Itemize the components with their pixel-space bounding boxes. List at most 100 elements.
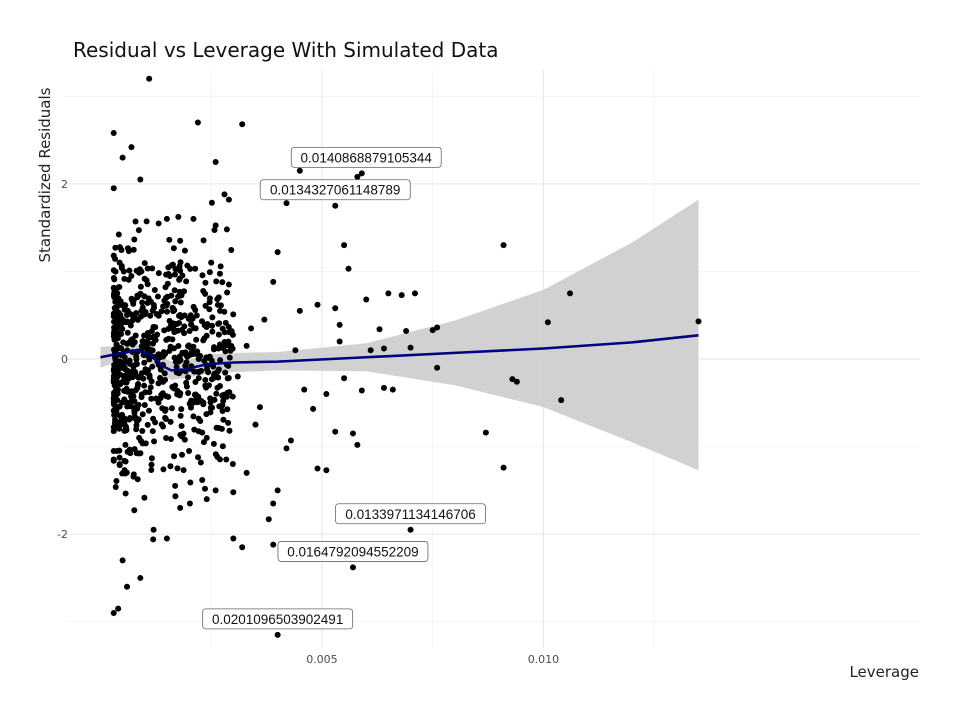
scatter-point bbox=[403, 327, 410, 334]
scatter-point bbox=[152, 337, 159, 344]
scatter-point bbox=[112, 244, 119, 251]
x-tick-label: 0.010 bbox=[528, 653, 560, 666]
scatter-point bbox=[172, 482, 179, 489]
scatter-point bbox=[125, 248, 132, 255]
scatter-point bbox=[185, 342, 192, 349]
annotations: 0.0140868879105344 0.0134327061148789 0.01… bbox=[202, 146, 486, 630]
scatter-point bbox=[219, 325, 226, 332]
scatter-point bbox=[206, 269, 213, 276]
scatter-point bbox=[116, 454, 123, 461]
scatter-point bbox=[129, 297, 136, 304]
scatter-point bbox=[179, 451, 186, 458]
scatter-point bbox=[120, 339, 127, 346]
scatter-point bbox=[500, 242, 507, 249]
scatter-point bbox=[209, 314, 216, 321]
scatter-point bbox=[119, 302, 126, 309]
scatter-point bbox=[120, 372, 127, 379]
scatter-point bbox=[210, 440, 217, 447]
scatter-point bbox=[217, 357, 224, 364]
scatter-point bbox=[143, 369, 150, 376]
scatter-point bbox=[332, 305, 339, 312]
scatter-point bbox=[141, 341, 148, 348]
scatter-point bbox=[160, 423, 167, 430]
scatter-point bbox=[228, 247, 235, 254]
scatter-point bbox=[208, 376, 215, 383]
scatter-point bbox=[204, 321, 211, 328]
scatter-point bbox=[177, 299, 184, 306]
scatter-point bbox=[192, 325, 199, 332]
scatter-point bbox=[220, 391, 227, 398]
scatter-point bbox=[141, 382, 148, 389]
scatter-point bbox=[184, 262, 191, 269]
scatter-point bbox=[186, 447, 193, 454]
scatter-point bbox=[111, 276, 118, 283]
scatter-point bbox=[171, 307, 178, 314]
scatter-point bbox=[154, 293, 161, 300]
scatter-point bbox=[215, 320, 222, 327]
scatter-point bbox=[199, 272, 206, 279]
scatter-point bbox=[175, 342, 182, 349]
scatter-point bbox=[200, 237, 207, 244]
scatter-point bbox=[169, 383, 176, 390]
scatter-point bbox=[226, 427, 233, 434]
scatter-point bbox=[133, 426, 140, 433]
scatter-point bbox=[127, 403, 134, 410]
scatter-point bbox=[171, 287, 178, 294]
scatter-point bbox=[261, 316, 268, 323]
scatter-point bbox=[155, 312, 162, 319]
scatter-point bbox=[162, 414, 169, 421]
scatter-point bbox=[188, 397, 195, 404]
scatter-point bbox=[150, 415, 157, 422]
scatter-point bbox=[203, 496, 210, 503]
scatter-point bbox=[215, 366, 222, 373]
scatter-point bbox=[126, 416, 133, 423]
y-tick-label: -2 bbox=[57, 528, 68, 541]
scatter-point bbox=[131, 398, 138, 405]
scatter-point bbox=[224, 406, 231, 413]
scatter-point bbox=[172, 266, 179, 273]
scatter-point bbox=[215, 345, 222, 352]
scatter-point bbox=[116, 259, 123, 266]
scatter-point bbox=[141, 494, 148, 501]
scatter-point bbox=[229, 331, 236, 338]
scatter-point bbox=[177, 504, 184, 511]
scatter-point bbox=[110, 428, 117, 435]
scatter-point bbox=[695, 318, 702, 325]
scatter-point bbox=[124, 583, 131, 590]
scatter-point bbox=[310, 405, 317, 412]
scatter-point bbox=[198, 397, 205, 404]
scatter-point bbox=[177, 237, 184, 244]
scatter-point bbox=[207, 409, 214, 416]
scatter-point bbox=[146, 389, 153, 396]
scatter-point bbox=[230, 489, 237, 496]
scatter-point bbox=[198, 367, 205, 374]
scatter-point bbox=[135, 380, 142, 387]
annotation-text: 0.0164792094552209 bbox=[287, 544, 418, 559]
scatter-point bbox=[139, 428, 146, 435]
scatter-point bbox=[170, 245, 177, 252]
scatter-point bbox=[223, 456, 230, 463]
scatter-point bbox=[183, 278, 190, 285]
scatter-point bbox=[190, 215, 197, 222]
scatter-point bbox=[217, 263, 224, 270]
scatter-point bbox=[134, 294, 141, 301]
scatter-point bbox=[121, 354, 128, 361]
scatter-point bbox=[193, 394, 200, 401]
scatter-point bbox=[567, 290, 574, 297]
scatter-point bbox=[212, 158, 219, 165]
scatter-point bbox=[230, 535, 237, 542]
scatter-point bbox=[110, 284, 117, 291]
scatter-point bbox=[207, 404, 214, 411]
scatter-point bbox=[349, 564, 356, 571]
scatter-point bbox=[165, 393, 172, 400]
scatter-point bbox=[221, 191, 228, 198]
scatter-point bbox=[187, 479, 194, 486]
scatter-point bbox=[190, 303, 197, 310]
annotation-box bbox=[290, 146, 442, 168]
scatter-point bbox=[429, 327, 436, 334]
scatter-point bbox=[216, 456, 223, 463]
scatter-point bbox=[229, 460, 236, 467]
scatter-point bbox=[203, 332, 210, 339]
scatter-point bbox=[358, 387, 365, 394]
scatter-point bbox=[192, 265, 199, 272]
